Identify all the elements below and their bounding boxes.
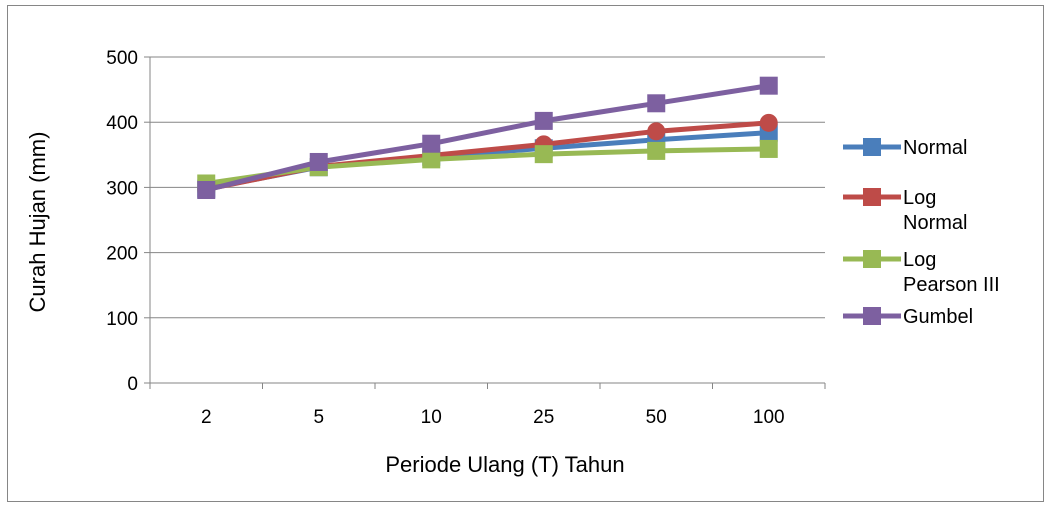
x-tick-label: 10 (421, 407, 442, 428)
series-gumbel (197, 76, 778, 200)
legend-label-line: Pearson III (903, 274, 1000, 296)
data-point (197, 181, 216, 200)
legend-label-line: Log (903, 249, 936, 271)
x-tick-label: 5 (313, 407, 324, 428)
legend-item-log-normal: Log Normal (843, 187, 967, 234)
legend-label-line: Normal (903, 212, 967, 234)
y-tick-label: 200 (106, 244, 138, 265)
y-tick-label: 100 (106, 309, 138, 330)
data-point (759, 76, 778, 95)
y-tick-label: 500 (106, 48, 138, 69)
data-point (309, 152, 328, 171)
data-point (759, 139, 778, 158)
legend-marker (863, 138, 881, 156)
legend-label: Normal (903, 137, 967, 159)
series-line (203, 146, 772, 186)
legend-label-line: Log (903, 187, 936, 209)
legend-label-line: Normal (903, 137, 967, 159)
data-point (647, 94, 666, 113)
legend-marker (863, 188, 881, 206)
x-tick-label: 50 (646, 407, 667, 428)
legend-item-log-pearson-iii: Log Pearson III (843, 249, 1000, 296)
legend: Normal Log Normal Log Pearson III Gumbel (843, 137, 1000, 328)
legend-item-gumbel: Gumbel (843, 306, 973, 328)
legend-item-normal: Normal (843, 137, 967, 159)
y-tick-label: 0 (127, 374, 138, 395)
y-axis-title: Curah Hujan (mm) (25, 132, 50, 313)
legend-marker (863, 250, 881, 268)
data-point (422, 134, 441, 153)
data-point (534, 111, 553, 130)
data-point (647, 122, 666, 141)
data-point (534, 145, 553, 164)
data-point (422, 150, 441, 169)
y-tick-label: 300 (106, 178, 138, 199)
axes (144, 56, 826, 389)
x-tick-label: 100 (753, 407, 785, 428)
y-tick-label: 400 (106, 113, 138, 134)
series-line (203, 130, 772, 192)
series-lines (197, 76, 778, 200)
data-point (759, 113, 778, 132)
data-point (647, 141, 666, 160)
x-tick-label: 2 (201, 407, 212, 428)
x-axis-title: Periode Ulang (T) Tahun (385, 452, 624, 477)
legend-label-line: Gumbel (903, 306, 973, 328)
x-tick-label: 25 (533, 407, 554, 428)
legend-marker (863, 307, 881, 325)
chart-frame: 0 100 200 300 400 500 2 5 10 25 50 100 Curah Hujan … (7, 5, 1044, 502)
legend-label: Log Normal (903, 187, 967, 234)
series-line (203, 83, 772, 193)
legend-label: Log Pearson III (903, 249, 1000, 296)
legend-label: Gumbel (903, 306, 973, 328)
gridlines (150, 56, 825, 319)
